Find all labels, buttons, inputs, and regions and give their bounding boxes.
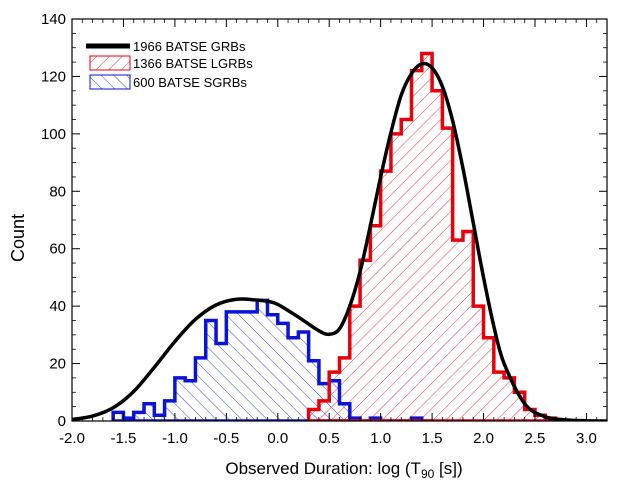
x-tick-label: 1.5 [422,430,443,447]
x-tick-label: 3.0 [576,430,597,447]
y-tick-label: 40 [49,298,66,315]
x-tick-label: 2.5 [525,430,546,447]
legend-swatch-sgrbs [89,74,131,90]
y-tick-label: 20 [49,356,66,373]
sgrb-histogram-outline [111,298,433,421]
x-tick-label: -0.5 [213,430,239,447]
x-tick-label: 1.0 [370,430,391,447]
x-tick-label: -1.0 [162,430,188,447]
grb-fit-curve [72,61,607,421]
legend: 1966 BATSE GRBs 1366 BATSE LGRBs 600 BAT… [86,39,253,90]
lgrb-hatch-fill [308,53,556,421]
legend-label-lgrbs: 1366 BATSE LGRBs [133,56,253,71]
x-tick-label: 0.0 [267,430,288,447]
y-tick-label: 100 [41,126,66,143]
y-tick-label: 0 [58,413,66,430]
x-tick-label: 2.0 [473,430,494,447]
y-tick-label: 120 [41,68,66,85]
y-tick-label: 80 [49,183,66,200]
x-tick-label: 0.5 [319,430,340,447]
legend-label-grbs: 1966 BATSE GRBs [133,39,246,54]
legend-label-sgrbs: 600 BATSE SGRBs [133,75,247,90]
y-tick-label: 140 [41,11,66,28]
x-axis-label-main: Observed Duration: log (T [225,459,421,478]
y-axis-label: Count [8,214,28,262]
x-axis-label-subscript: 90 [421,467,435,481]
x-tick-label: -2.0 [59,430,85,447]
x-tick-label: -1.5 [111,430,137,447]
legend-swatch-lgrbs [89,55,131,71]
x-axis-label-end: [s]) [434,459,462,478]
y-tick-label: 60 [49,241,66,258]
sgrb-hatch-fill [113,300,433,421]
x-axis-label: Observed Duration: log (T90 [s]) [225,459,462,481]
lgrb-histogram-outline [306,51,558,421]
